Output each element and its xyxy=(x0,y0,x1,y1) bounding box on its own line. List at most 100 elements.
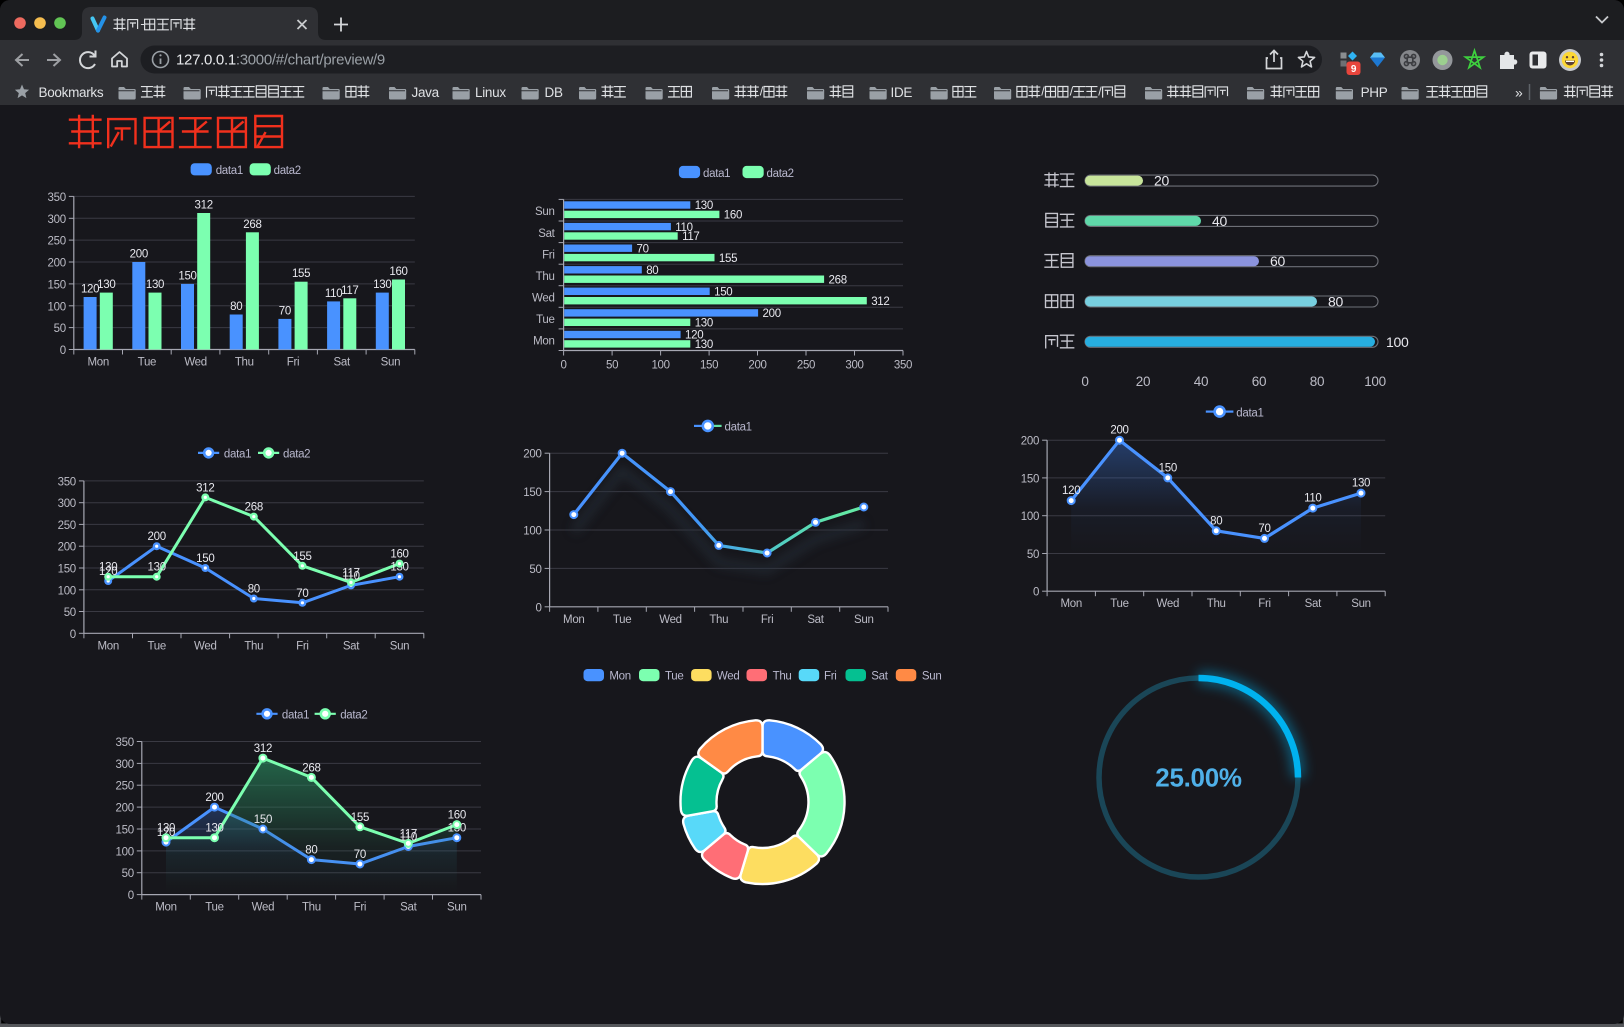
svg-text:150: 150 xyxy=(196,553,214,565)
svg-text:200: 200 xyxy=(748,360,766,372)
svg-text:Mon: Mon xyxy=(533,336,554,348)
svg-text:150: 150 xyxy=(1021,473,1039,485)
svg-text:300: 300 xyxy=(116,759,134,771)
svg-text:120: 120 xyxy=(1062,485,1080,497)
svg-text:Thu: Thu xyxy=(773,670,792,682)
svg-text:Thu: Thu xyxy=(302,902,321,914)
svg-text:155: 155 xyxy=(292,268,310,280)
svg-text:100: 100 xyxy=(1386,334,1409,350)
svg-text:Tue: Tue xyxy=(613,614,632,626)
svg-text:350: 350 xyxy=(894,360,912,372)
svg-text:200: 200 xyxy=(763,308,781,320)
svg-text:Wed: Wed xyxy=(659,614,682,626)
svg-text:130: 130 xyxy=(390,562,408,574)
svg-text:70: 70 xyxy=(296,588,308,600)
svg-text:268: 268 xyxy=(245,502,263,514)
svg-text:130: 130 xyxy=(1352,478,1370,490)
svg-text:Tue: Tue xyxy=(147,640,166,652)
svg-text:50: 50 xyxy=(529,564,541,576)
svg-text:200: 200 xyxy=(205,792,223,804)
svg-text:80: 80 xyxy=(1328,294,1343,310)
svg-text:Sat: Sat xyxy=(400,902,417,914)
svg-text:130: 130 xyxy=(148,562,166,574)
svg-text:Tue: Tue xyxy=(536,314,555,326)
svg-text:110: 110 xyxy=(675,222,692,234)
svg-text:50: 50 xyxy=(54,323,66,335)
svg-text:312: 312 xyxy=(254,743,272,755)
svg-text:110: 110 xyxy=(1304,493,1321,505)
svg-text:150: 150 xyxy=(700,360,718,372)
svg-text:80: 80 xyxy=(1210,515,1222,527)
svg-text:150: 150 xyxy=(48,279,66,291)
svg-text:Sat: Sat xyxy=(1305,598,1322,610)
svg-text:Sat: Sat xyxy=(334,357,351,369)
svg-text:127.0.0.1:3000/#/chart/preview: 127.0.0.1:3000/#/chart/preview/9 xyxy=(176,52,385,69)
svg-text:50: 50 xyxy=(606,360,618,372)
svg-text:155: 155 xyxy=(719,253,737,265)
svg-text:50: 50 xyxy=(122,868,134,880)
svg-text:268: 268 xyxy=(829,274,847,286)
svg-text:Fri: Fri xyxy=(287,357,300,369)
svg-text:Sat: Sat xyxy=(343,640,360,652)
svg-text:200: 200 xyxy=(1110,425,1128,437)
svg-text:0: 0 xyxy=(128,890,134,902)
svg-text:150: 150 xyxy=(714,287,732,299)
svg-text:0: 0 xyxy=(561,360,567,372)
svg-text:/: / xyxy=(1098,85,1102,99)
svg-text:350: 350 xyxy=(58,476,76,488)
svg-text:Fri: Fri xyxy=(296,640,309,652)
svg-text:150: 150 xyxy=(523,487,541,499)
svg-text:Fri: Fri xyxy=(761,614,774,626)
svg-text:Thu: Thu xyxy=(536,271,555,283)
svg-text:»: » xyxy=(1515,85,1523,101)
svg-text:/: / xyxy=(1070,85,1074,99)
svg-text:80: 80 xyxy=(1310,374,1324,389)
svg-text:Wed: Wed xyxy=(532,293,555,305)
svg-text:Mon: Mon xyxy=(1060,598,1081,610)
svg-text:data2: data2 xyxy=(274,165,301,177)
svg-text:Sun: Sun xyxy=(922,670,942,682)
svg-text:300: 300 xyxy=(845,360,863,372)
svg-text:120: 120 xyxy=(157,827,175,839)
svg-text:130: 130 xyxy=(205,823,223,835)
svg-text:Mon: Mon xyxy=(609,670,630,682)
svg-text:data2: data2 xyxy=(340,710,367,722)
svg-text:120: 120 xyxy=(81,284,99,296)
svg-text:70: 70 xyxy=(637,243,649,255)
svg-text:-: - xyxy=(140,17,144,31)
svg-text:Sat: Sat xyxy=(871,670,888,682)
svg-text:300: 300 xyxy=(58,498,76,510)
svg-text:100: 100 xyxy=(58,585,76,597)
svg-text:100: 100 xyxy=(1021,511,1039,523)
svg-text:80: 80 xyxy=(646,265,658,277)
svg-text:200: 200 xyxy=(116,803,134,815)
svg-text:80: 80 xyxy=(305,845,317,857)
svg-text:200: 200 xyxy=(148,531,166,543)
svg-text:Thu: Thu xyxy=(1207,598,1226,610)
svg-text:117: 117 xyxy=(400,828,417,840)
svg-text:Fri: Fri xyxy=(354,902,367,914)
svg-text:130: 130 xyxy=(695,318,713,330)
svg-text:Java: Java xyxy=(412,85,440,100)
svg-text:40: 40 xyxy=(1212,213,1227,229)
svg-text:Sun: Sun xyxy=(854,614,874,626)
svg-text:250: 250 xyxy=(48,236,66,248)
svg-text:Thu: Thu xyxy=(244,640,263,652)
svg-text:110: 110 xyxy=(342,570,359,582)
svg-text:Sat: Sat xyxy=(538,228,555,240)
svg-text:150: 150 xyxy=(116,825,134,837)
svg-text:110: 110 xyxy=(400,832,417,844)
svg-text:200: 200 xyxy=(48,258,66,270)
svg-text:130: 130 xyxy=(695,339,713,351)
svg-text:0: 0 xyxy=(70,629,76,641)
svg-text:data1: data1 xyxy=(224,449,251,461)
svg-text:Sun: Sun xyxy=(535,206,555,218)
svg-text:data1: data1 xyxy=(1236,407,1263,419)
svg-text:250: 250 xyxy=(116,781,134,793)
svg-text:data2: data2 xyxy=(283,449,310,461)
svg-text:0: 0 xyxy=(535,602,541,614)
svg-text:100: 100 xyxy=(48,301,66,313)
svg-text:/: / xyxy=(1041,85,1045,99)
svg-text:117: 117 xyxy=(342,567,359,579)
svg-text:312: 312 xyxy=(195,200,213,212)
